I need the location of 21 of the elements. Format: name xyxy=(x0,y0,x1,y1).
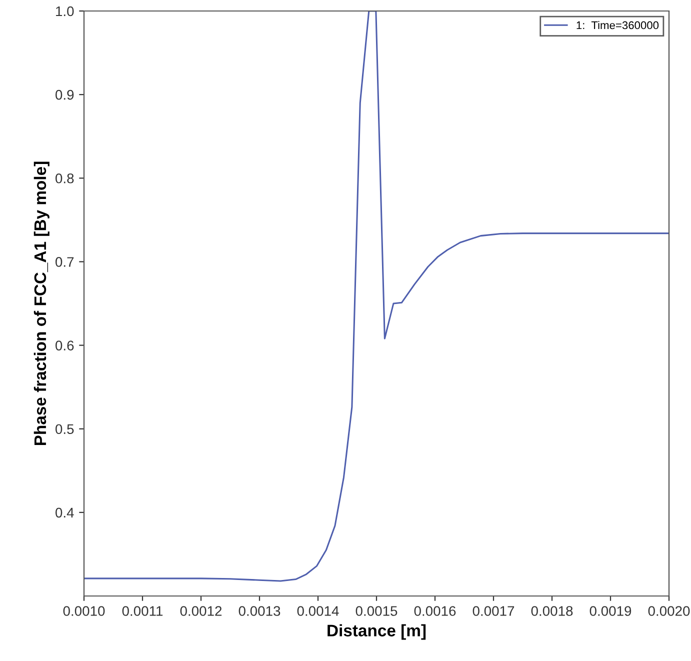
x-tick-label: 0.0019 xyxy=(590,606,632,616)
x-tick-label: 0.0012 xyxy=(180,606,222,616)
x-axis-title: Distance [m] xyxy=(328,624,426,640)
x-tick-label: 0.0020 xyxy=(648,606,690,616)
y-tick-label: 0.7 xyxy=(56,257,74,267)
x-tick-label: 0.0011 xyxy=(122,606,163,616)
y-axis-title: Phase fraction of FCC_A1 [By mole] xyxy=(34,162,50,445)
x-tick-label: 0.0016 xyxy=(414,606,456,616)
y-tick-label: 0.5 xyxy=(56,424,74,434)
x-tick-label: 0.0013 xyxy=(238,606,280,616)
x-tick-label: 0.0018 xyxy=(531,606,573,616)
x-tick-label: 0.0010 xyxy=(63,606,105,616)
x-tick-label: 0.0017 xyxy=(472,606,514,616)
x-tick-label: 0.0014 xyxy=(297,606,339,616)
y-tick-label: 0.6 xyxy=(56,340,74,350)
y-tick-label: 1.0 xyxy=(56,6,74,16)
y-tick-label: 0.8 xyxy=(56,173,74,184)
y-tick-label: 0.4 xyxy=(56,508,74,518)
x-tick-label: 0.0015 xyxy=(356,606,398,616)
legend-label: 1: Time=360000 xyxy=(576,21,659,30)
y-tick-label: 0.9 xyxy=(56,90,74,100)
